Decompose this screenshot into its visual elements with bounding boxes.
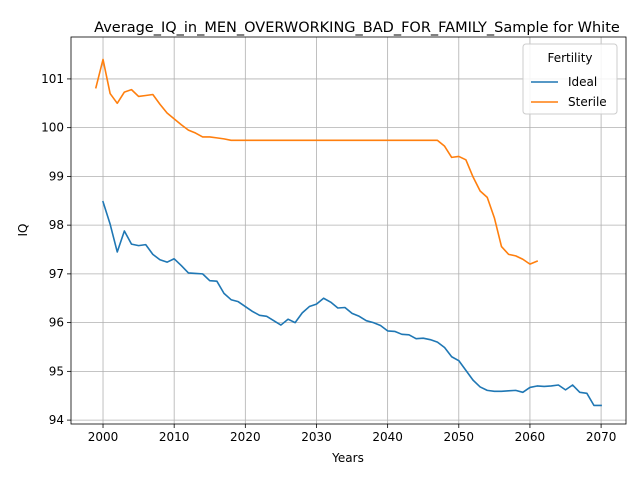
y-tick-label: 94 <box>49 413 64 427</box>
y-tick-label: 95 <box>49 364 64 378</box>
y-tick-label: 98 <box>49 218 64 232</box>
legend-box <box>522 43 618 115</box>
chart-title: Average_IQ_in_MEN_OVERWORKING_BAD_FOR_FA… <box>94 20 620 36</box>
y-axis-label: IQ <box>16 224 30 237</box>
series-line-sterile <box>94 58 539 265</box>
legend-title: Fertility <box>547 51 592 65</box>
x-tick-label: 2070 <box>586 430 617 444</box>
x-axis-label: Years <box>331 451 364 465</box>
y-tick-label: 99 <box>49 169 64 183</box>
x-tick-label: 2050 <box>444 430 475 444</box>
y-tick-label: 100 <box>41 121 64 135</box>
y-tick-label: 101 <box>41 72 64 86</box>
x-tick-label: 2030 <box>301 430 332 444</box>
x-tick-label: 2040 <box>372 430 403 444</box>
x-axis: 2000 2010 2020 2030 2040 2050 2060 2070 <box>88 424 617 444</box>
y-axis: 94 95 96 97 98 99 100 101 <box>41 72 71 427</box>
x-tick-label: 2000 <box>88 430 119 444</box>
x-tick-label: 2020 <box>230 430 261 444</box>
y-tick-label: 96 <box>49 316 64 330</box>
plot-frame <box>70 36 627 425</box>
legend: Fertility Ideal Sterile <box>522 43 618 115</box>
legend-label-ideal: Ideal <box>568 75 597 89</box>
x-tick-label: 2060 <box>515 430 546 444</box>
x-tick-label: 2010 <box>159 430 190 444</box>
y-tick-label: 97 <box>49 267 64 281</box>
series-line-ideal <box>102 200 602 407</box>
series-layer <box>94 58 602 407</box>
legend-label-sterile: Sterile <box>568 95 607 109</box>
